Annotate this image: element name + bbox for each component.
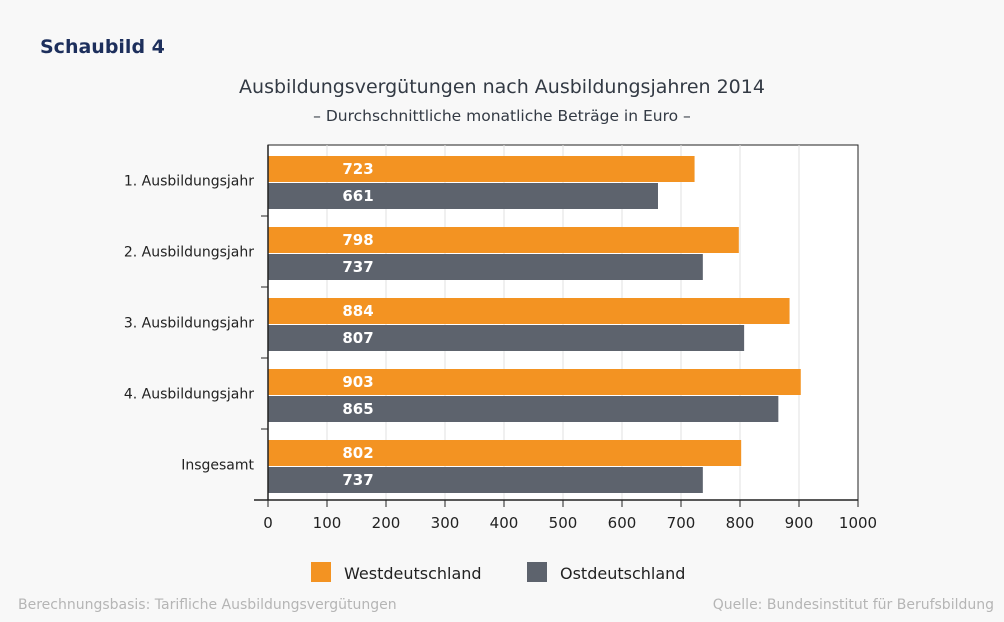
category-label: 1. Ausbildungsjahr: [124, 174, 254, 190]
x-tick-label: 700: [667, 514, 696, 532]
chart-subtitle: – Durchschnittliche monatliche Beträge i…: [313, 107, 691, 125]
x-tick-label: 100: [313, 514, 342, 532]
category-label: 3. Ausbildungsjahr: [124, 316, 254, 332]
x-tick-label: 200: [372, 514, 401, 532]
bar-value-label: 661: [342, 187, 373, 205]
bar-ost: [268, 254, 703, 280]
x-tick-label: 0: [263, 514, 273, 532]
bar-west: [268, 156, 695, 182]
x-tick-label: 800: [726, 514, 755, 532]
x-tick-label: 600: [608, 514, 637, 532]
bar-value-label: 723: [342, 160, 373, 178]
bar-west: [268, 369, 801, 395]
bar-west: [268, 298, 790, 324]
bar-west: [268, 440, 742, 466]
bar-west: [268, 227, 739, 253]
legend-label: Ostdeutschland: [560, 564, 685, 583]
bar-ost: [268, 325, 745, 351]
chart-title: Ausbildungsvergütungen nach Ausbildungsj…: [239, 76, 765, 98]
bar-value-label: 802: [342, 444, 373, 462]
footer-note: Berechnungsbasis: Tarifliche Ausbildungs…: [18, 597, 397, 613]
x-tick-label: 400: [490, 514, 519, 532]
bar-value-label: 737: [342, 258, 373, 276]
legend-swatch: [311, 562, 331, 582]
bar-value-label: 884: [342, 302, 373, 320]
bar-value-label: 865: [342, 400, 373, 418]
x-tick-label: 500: [549, 514, 578, 532]
category-label: Insgesamt: [181, 458, 254, 474]
bar-value-label: 737: [342, 471, 373, 489]
bar-value-label: 798: [342, 231, 373, 249]
x-tick-label: 300: [431, 514, 460, 532]
bar-value-label: 807: [342, 329, 373, 347]
bar-ost: [268, 396, 779, 422]
footer-source: Quelle: Bundesinstitut für Berufsbildung: [712, 597, 994, 613]
legend-swatch: [527, 562, 547, 582]
bar-ost: [268, 183, 658, 209]
figure-label: Schaubild 4: [40, 36, 165, 58]
bar-value-label: 903: [342, 373, 373, 391]
category-label: 4. Ausbildungsjahr: [124, 387, 254, 403]
x-tick-label: 900: [785, 514, 814, 532]
bar-ost: [268, 467, 703, 493]
x-tick-label: 1000: [839, 514, 877, 532]
category-label: 2. Ausbildungsjahr: [124, 245, 254, 261]
legend-label: Westdeutschland: [344, 564, 482, 583]
